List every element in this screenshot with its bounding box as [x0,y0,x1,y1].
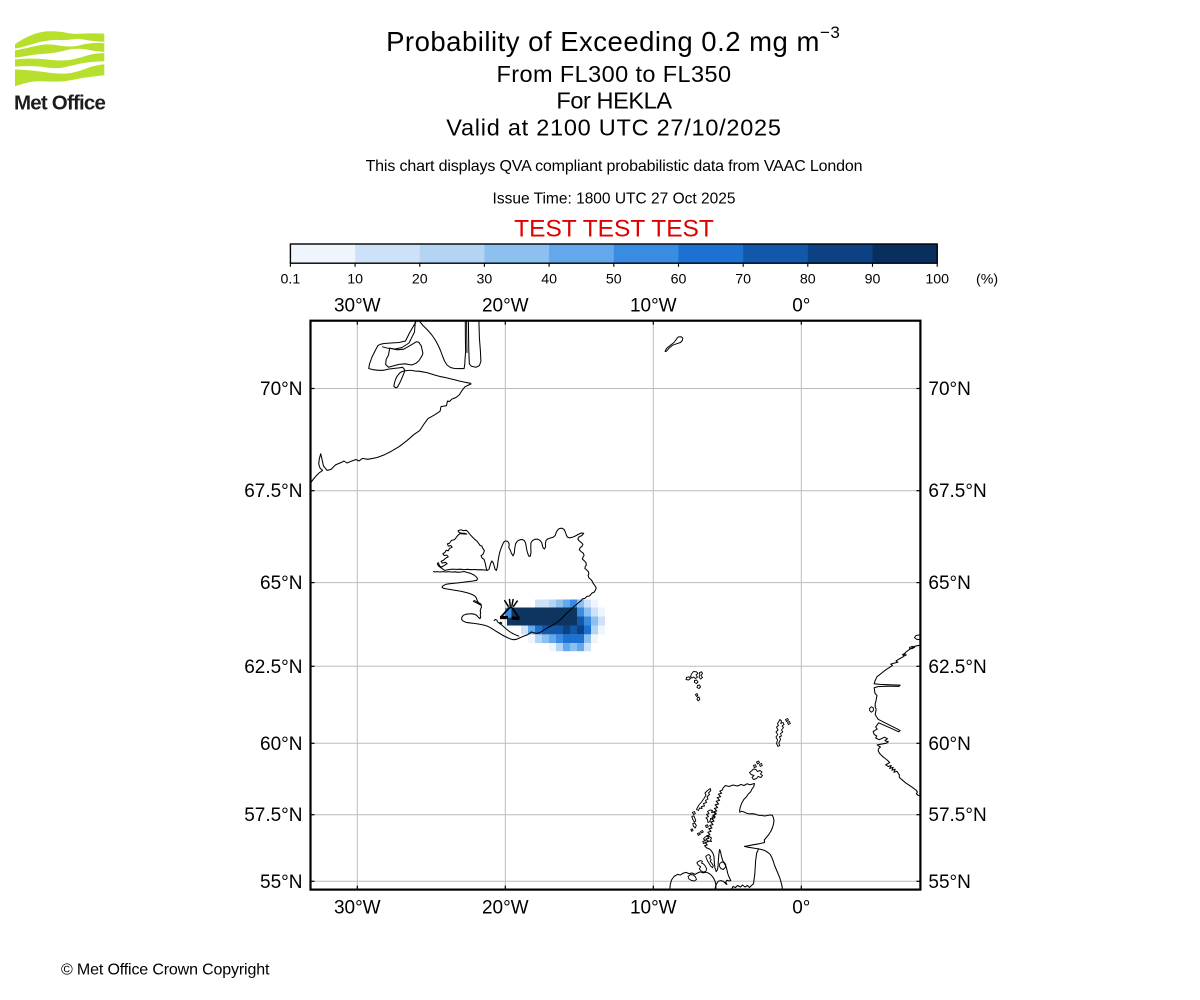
svg-text:0.1: 0.1 [281,272,301,288]
svg-text:20°W: 20°W [482,296,529,317]
svg-text:20: 20 [412,272,428,288]
svg-text:62.5°N: 62.5°N [928,657,986,678]
svg-text:100: 100 [925,272,949,288]
svg-text:10: 10 [347,272,363,288]
svg-text:This chart displays QVA compli: This chart displays QVA compliant probab… [366,158,863,175]
svg-text:0°: 0° [792,296,810,317]
svg-text:Issue Time: 1800 UTC 27 Oct 20: Issue Time: 1800 UTC 27 Oct 2025 [493,191,736,208]
svg-text:90: 90 [865,272,881,288]
svg-text:For HEKLA: For HEKLA [556,88,672,114]
svg-text:TEST TEST TEST: TEST TEST TEST [514,216,714,243]
svg-text:Met Office: Met Office [14,92,105,115]
svg-text:60: 60 [671,272,687,288]
svg-text:10°W: 10°W [630,296,677,317]
svg-text:65°N: 65°N [260,573,302,594]
svg-text:From FL300 to FL350: From FL300 to FL350 [497,61,732,87]
svg-text:30: 30 [477,272,493,288]
svg-text:50: 50 [606,272,622,288]
svg-text:© Met Office Crown Copyright: © Met Office Crown Copyright [61,962,270,979]
svg-text:60°N: 60°N [260,734,302,755]
svg-text:62.5°N: 62.5°N [244,657,302,678]
svg-text:67.5°N: 67.5°N [928,481,986,502]
svg-text:65°N: 65°N [928,573,970,594]
svg-text:70°N: 70°N [260,379,302,400]
svg-text:60°N: 60°N [928,734,970,755]
svg-text:30°W: 30°W [334,898,381,919]
svg-text:10°W: 10°W [630,898,677,919]
svg-text:Probability of Exceeding 0.2 m: Probability of Exceeding 0.2 mg m [386,26,820,57]
svg-text:40: 40 [541,272,557,288]
svg-text:(%): (%) [976,272,998,288]
svg-text:67.5°N: 67.5°N [244,481,302,502]
svg-text:57.5°N: 57.5°N [928,805,986,826]
svg-text:30°W: 30°W [334,296,381,317]
svg-text:70°N: 70°N [928,379,970,400]
svg-text:57.5°N: 57.5°N [244,805,302,826]
svg-text:55°N: 55°N [260,872,302,893]
svg-text:70: 70 [735,272,751,288]
svg-text:0°: 0° [792,898,810,919]
svg-text:55°N: 55°N [928,872,970,893]
svg-text:80: 80 [800,272,816,288]
svg-text:20°W: 20°W [482,898,529,919]
svg-text:Valid at 2100 UTC 27/10/2025: Valid at 2100 UTC 27/10/2025 [446,115,781,141]
svg-text:−3: −3 [820,23,840,42]
